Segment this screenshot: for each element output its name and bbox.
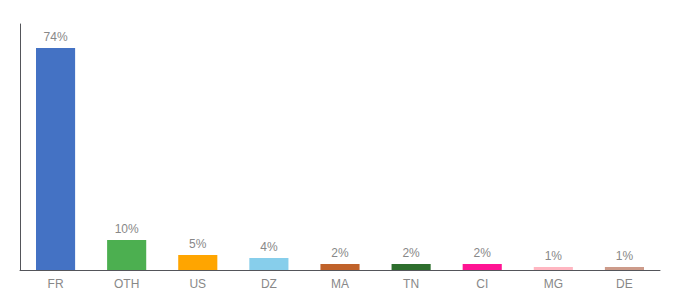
- svg-text:74%: 74%: [44, 30, 68, 44]
- svg-text:TN: TN: [403, 277, 419, 291]
- svg-text:10%: 10%: [115, 222, 139, 236]
- svg-text:FR: FR: [48, 277, 64, 291]
- svg-text:5%: 5%: [189, 237, 207, 251]
- svg-text:DE: DE: [616, 277, 633, 291]
- svg-text:1%: 1%: [545, 249, 563, 263]
- svg-text:2%: 2%: [474, 246, 492, 260]
- svg-text:DZ: DZ: [261, 277, 277, 291]
- svg-text:MA: MA: [331, 277, 349, 291]
- svg-text:MG: MG: [544, 277, 563, 291]
- svg-text:OTH: OTH: [114, 277, 139, 291]
- svg-text:CI: CI: [476, 277, 488, 291]
- svg-text:2%: 2%: [331, 246, 349, 260]
- svg-text:US: US: [189, 277, 206, 291]
- svg-text:2%: 2%: [402, 246, 420, 260]
- svg-text:1%: 1%: [616, 249, 634, 263]
- svg-text:4%: 4%: [260, 240, 278, 254]
